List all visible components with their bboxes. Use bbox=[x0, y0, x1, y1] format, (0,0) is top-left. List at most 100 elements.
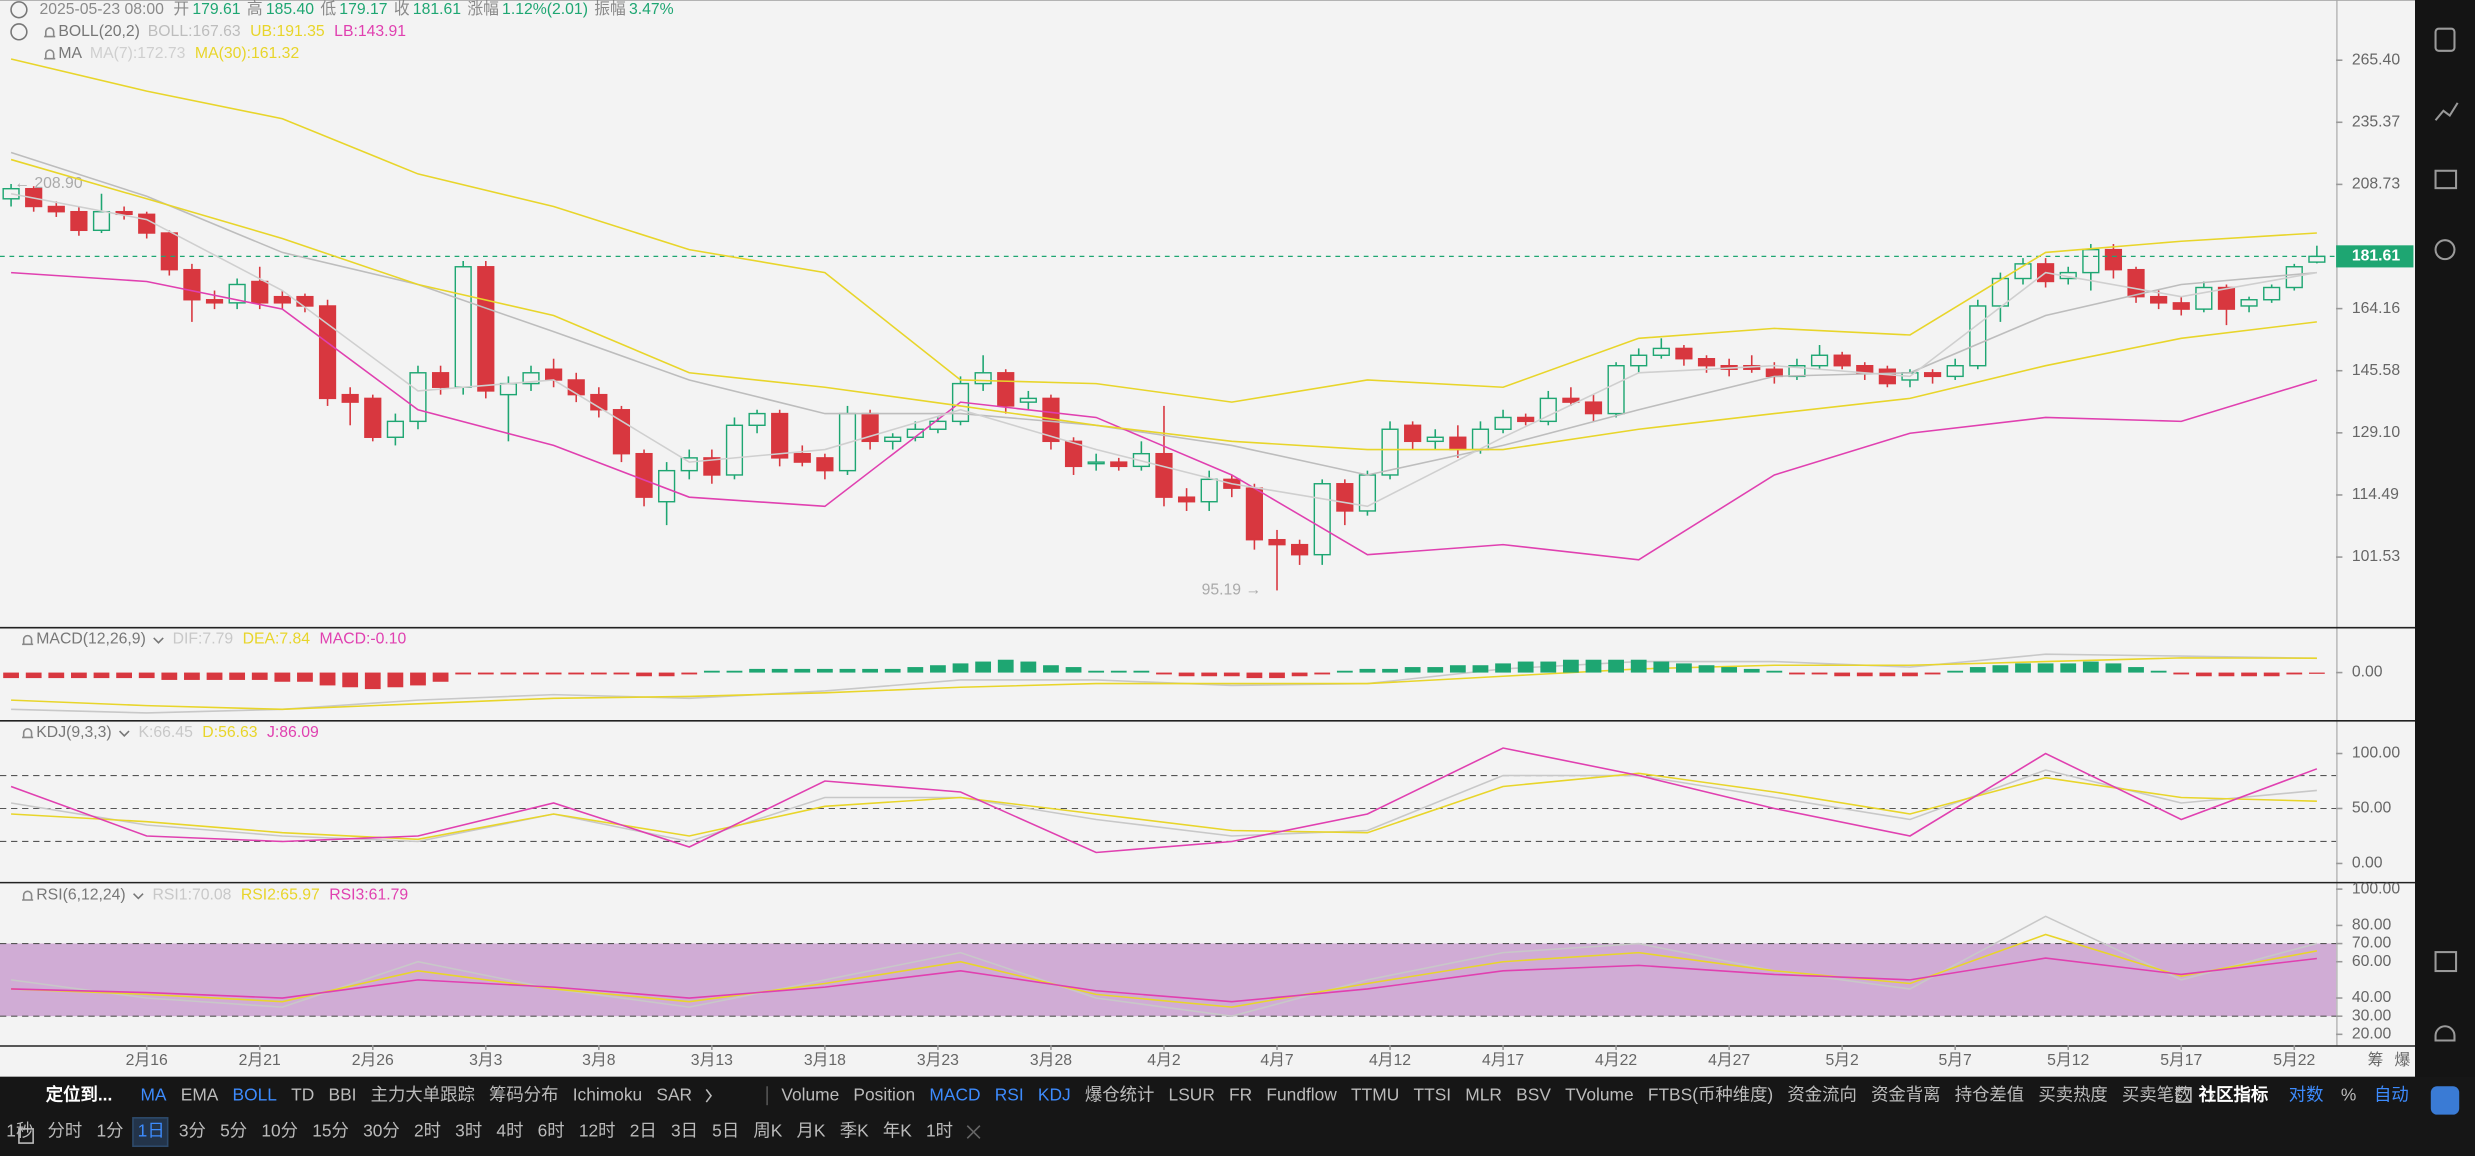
toolbar-item[interactable]: TTMU bbox=[1351, 1084, 1399, 1104]
toolbar-item[interactable]: FR bbox=[1229, 1084, 1252, 1104]
icon[interactable] bbox=[10, 1, 28, 19]
icon[interactable] bbox=[2434, 239, 2456, 261]
icon[interactable] bbox=[2434, 1025, 2456, 1042]
caret[interactable] bbox=[118, 730, 130, 737]
last-price-tag bbox=[2336, 245, 2414, 268]
toolbar-item[interactable]: FTBS(币种维度) bbox=[1648, 1084, 1773, 1104]
toolbar-item[interactable]: 爆仓统计 bbox=[1085, 1084, 1154, 1104]
toolbar-item[interactable]: 自动 bbox=[2374, 1084, 2409, 1104]
toolbar-item[interactable]: 1日 bbox=[138, 1121, 165, 1141]
toolbar-item[interactable]: 15分 bbox=[312, 1121, 349, 1141]
toolbar-item[interactable]: 6时 bbox=[538, 1121, 565, 1141]
close-icon[interactable] bbox=[966, 1125, 981, 1139]
toolbar-item[interactable]: 3日 bbox=[671, 1121, 698, 1141]
assistant-icon[interactable] bbox=[2430, 1086, 2460, 1115]
macd-bar bbox=[1223, 672, 1240, 677]
toolbar-item[interactable]: 分时 bbox=[48, 1121, 83, 1141]
toolbar-item[interactable]: EMA bbox=[181, 1084, 219, 1104]
toolbar-item[interactable]: KDJ bbox=[1038, 1084, 1071, 1104]
toolbar-item[interactable]: 3分 bbox=[179, 1121, 206, 1141]
interval-selected[interactable] bbox=[132, 1117, 169, 1148]
toolbar-item[interactable]: 4时 bbox=[496, 1121, 523, 1141]
macd-bar bbox=[681, 672, 698, 675]
toolbar-item[interactable]: 资金背离 bbox=[1871, 1084, 1940, 1104]
toolbar-item[interactable]: Position bbox=[853, 1084, 915, 1104]
icon[interactable] bbox=[2434, 169, 2458, 190]
indicator-title[interactable]: MACD(12,26,9) bbox=[36, 631, 146, 648]
chevron[interactable] bbox=[705, 1088, 713, 1103]
toolbar-item[interactable]: 社区指标 bbox=[2198, 1084, 2268, 1104]
chevron[interactable] bbox=[2208, 1088, 2215, 1103]
toolbar-item[interactable]: Fundflow bbox=[1266, 1084, 1337, 1104]
axis-corner[interactable]: 爆 bbox=[2394, 1050, 2410, 1069]
toolbar-item[interactable]: 主力大单跟踪 bbox=[371, 1084, 475, 1104]
bell-icon[interactable] bbox=[22, 727, 34, 739]
icon[interactable] bbox=[2434, 102, 2459, 121]
toolbar-item[interactable]: 买卖热度 bbox=[2038, 1084, 2107, 1104]
icon[interactable] bbox=[10, 23, 28, 41]
toolbar-item[interactable]: MLR bbox=[1465, 1084, 1502, 1104]
toolbar-item[interactable]: 筹码分布 bbox=[489, 1084, 558, 1104]
toolbar-item[interactable]: 12时 bbox=[579, 1121, 616, 1141]
legend-entry: RSI2:65.97 bbox=[241, 886, 320, 903]
indicator-title[interactable]: RSI(6,12,24) bbox=[36, 886, 125, 903]
caret[interactable] bbox=[153, 637, 164, 644]
bell-icon[interactable] bbox=[22, 890, 34, 901]
axis-corner[interactable]: 筹 bbox=[2368, 1051, 2384, 1069]
bell-icon[interactable] bbox=[44, 27, 56, 38]
toolbar-item[interactable]: % bbox=[2341, 1084, 2356, 1104]
caret[interactable] bbox=[133, 893, 144, 900]
toolbar-item[interactable]: 季K bbox=[840, 1121, 869, 1141]
toolbar-item[interactable]: 周K bbox=[753, 1121, 782, 1141]
macd-bar bbox=[319, 672, 336, 686]
locate-button[interactable]: 定位到... bbox=[46, 1084, 113, 1104]
toolbar-item[interactable]: 3时 bbox=[455, 1121, 482, 1141]
bell-icon[interactable] bbox=[22, 634, 34, 646]
calendar-icon[interactable] bbox=[18, 1128, 34, 1144]
toolbar-item[interactable]: 买卖笔数 bbox=[2122, 1084, 2191, 1104]
toolbar-item[interactable]: 30分 bbox=[363, 1121, 400, 1141]
icon[interactable] bbox=[2434, 951, 2458, 973]
macd-bar bbox=[206, 672, 223, 680]
toolbar-item[interactable]: BBI bbox=[329, 1084, 357, 1104]
macd-bar bbox=[545, 672, 562, 675]
toolbar-item[interactable]: 10分 bbox=[261, 1121, 298, 1141]
toolbar-item[interactable]: 资金流向 bbox=[1787, 1084, 1856, 1104]
bell-icon[interactable] bbox=[44, 49, 56, 60]
toolbar-item[interactable]: BSV bbox=[1516, 1084, 1551, 1104]
icon[interactable] bbox=[2434, 27, 2456, 52]
community-icon[interactable] bbox=[2175, 1087, 2192, 1103]
toolbar-item[interactable]: LSUR bbox=[1169, 1084, 1215, 1104]
toolbar-item[interactable]: TD bbox=[291, 1084, 314, 1104]
toolbar-item[interactable]: 1秒 bbox=[6, 1121, 33, 1141]
toolbar-item[interactable]: 对数 bbox=[2289, 1084, 2324, 1104]
toolbar-item[interactable]: BOLL bbox=[233, 1084, 278, 1104]
candle-body bbox=[2127, 268, 2145, 298]
macd-bar bbox=[1630, 659, 1647, 673]
indicator-line bbox=[11, 772, 2317, 841]
toolbar-item[interactable]: TTSI bbox=[1413, 1084, 1451, 1104]
toolbar-item[interactable]: 2时 bbox=[414, 1121, 441, 1141]
y-tick-label: 20.00 bbox=[2352, 1026, 2392, 1043]
toolbar-item[interactable]: 持仓差值 bbox=[1955, 1084, 2024, 1104]
toolbar-item[interactable]: TVolume bbox=[1565, 1084, 1634, 1104]
toolbar-item[interactable]: RSI bbox=[995, 1084, 1024, 1104]
toolbar-item[interactable]: 月K bbox=[797, 1121, 826, 1141]
toolbar-item[interactable]: Volume bbox=[781, 1084, 839, 1104]
toolbar-item[interactable]: 年K bbox=[883, 1121, 912, 1141]
legend-entry: MACD:-0.10 bbox=[320, 631, 407, 648]
indicator-title[interactable]: BOLL(20,2) bbox=[58, 23, 140, 40]
toolbar-item[interactable]: 2日 bbox=[630, 1121, 657, 1141]
toolbar-item[interactable]: 5分 bbox=[220, 1121, 247, 1141]
toolbar-item[interactable]: 1时 bbox=[926, 1121, 953, 1141]
toolbar-item[interactable]: 1分 bbox=[96, 1121, 123, 1141]
indicator-title[interactable]: MA bbox=[58, 45, 82, 62]
toolbar-item[interactable]: 5日 bbox=[712, 1121, 739, 1141]
indicator-title[interactable]: KDJ(9,3,3) bbox=[36, 724, 111, 741]
toolbar-item[interactable]: Ichimoku bbox=[573, 1084, 642, 1104]
toolbar-item[interactable]: SAR bbox=[656, 1084, 692, 1104]
macd-bar bbox=[590, 672, 607, 675]
toolbar-item[interactable]: MA bbox=[140, 1084, 166, 1104]
toolbar-item[interactable]: MACD bbox=[929, 1084, 980, 1104]
